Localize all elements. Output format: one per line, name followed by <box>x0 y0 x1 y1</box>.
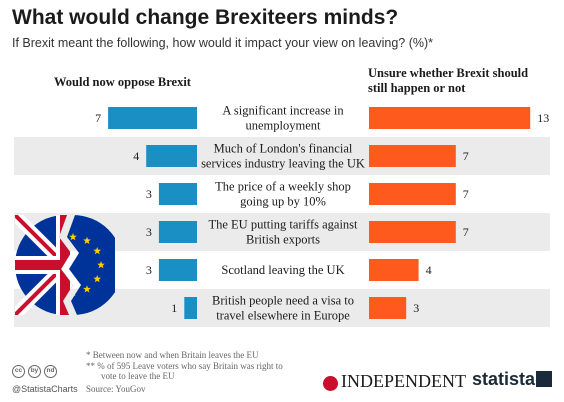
right-column-header: Unsure whether Brexit should still happe… <box>368 66 558 96</box>
category-label: Much of London's financial <box>214 142 353 156</box>
category-label: British people need a visa to <box>212 294 354 308</box>
value-label-unsure: 4 <box>426 263 432 277</box>
footnote-1: * Between now and when Britain leaves th… <box>86 350 259 360</box>
statista-logo: statista <box>472 369 536 389</box>
bar-unsure <box>369 107 531 129</box>
attribution-icon: by <box>28 365 41 378</box>
source-note: Source: YouGov <box>86 384 146 394</box>
license-icons: cc by nd <box>12 365 57 378</box>
value-label-oppose: 3 <box>146 187 152 201</box>
footnote-2-cont: vote to leave the EU <box>101 371 175 381</box>
bar-unsure <box>369 183 456 205</box>
cc-icon: cc <box>12 365 25 378</box>
category-label: The EU putting tariffs against <box>208 218 358 232</box>
chart-title: What would change Brexiteers minds? <box>12 6 399 29</box>
category-label: unemployment <box>246 119 322 133</box>
bar-unsure <box>369 297 407 319</box>
value-label-oppose: 3 <box>146 225 152 239</box>
right-column-header-line1: Unsure whether Brexit should <box>368 66 529 80</box>
category-label: services industry leaving the UK <box>201 157 365 171</box>
bar-oppose <box>158 221 197 243</box>
statista-mark-icon <box>536 371 552 387</box>
category-label: travel elsewhere in Europe <box>216 309 350 323</box>
category-label: A significant increase in <box>222 104 344 118</box>
value-label-oppose: 4 <box>133 149 139 163</box>
bar-unsure <box>369 259 419 281</box>
right-column-header-line2: still happen or not <box>368 81 466 95</box>
value-label-unsure: 3 <box>413 301 419 315</box>
bar-unsure <box>369 145 456 167</box>
category-label: Scotland leaving the UK <box>221 263 344 277</box>
bar-unsure <box>369 221 456 243</box>
no-derivatives-icon: nd <box>44 365 57 378</box>
value-label-unsure: 7 <box>463 149 469 163</box>
publisher-logo: INDEPENDENT <box>341 371 466 391</box>
value-label-unsure: 13 <box>537 111 549 125</box>
left-column-header: Would now oppose Brexit <box>54 75 191 89</box>
category-label: The price of a weekly shop <box>215 180 351 194</box>
bar-oppose <box>158 259 197 281</box>
row-stripe <box>14 137 550 175</box>
category-label: British exports <box>246 233 320 247</box>
value-label-unsure: 7 <box>463 187 469 201</box>
category-label: going up by 10% <box>240 195 326 209</box>
bar-oppose <box>158 183 197 205</box>
bar-oppose <box>184 297 197 319</box>
bar-oppose <box>146 145 197 167</box>
footnote-2: ** % of 595 Leave voters who say Britain… <box>86 361 283 371</box>
value-label-oppose: 1 <box>171 301 177 315</box>
bar-oppose <box>108 107 197 129</box>
value-label-oppose: 3 <box>146 263 152 277</box>
chart-subtitle: If Brexit meant the following, how would… <box>12 36 434 50</box>
value-label-oppose: 7 <box>95 111 101 125</box>
independent-logo-icon <box>323 376 338 391</box>
value-label-unsure: 7 <box>463 225 469 239</box>
statista-handle: @StatistaCharts <box>12 384 78 394</box>
